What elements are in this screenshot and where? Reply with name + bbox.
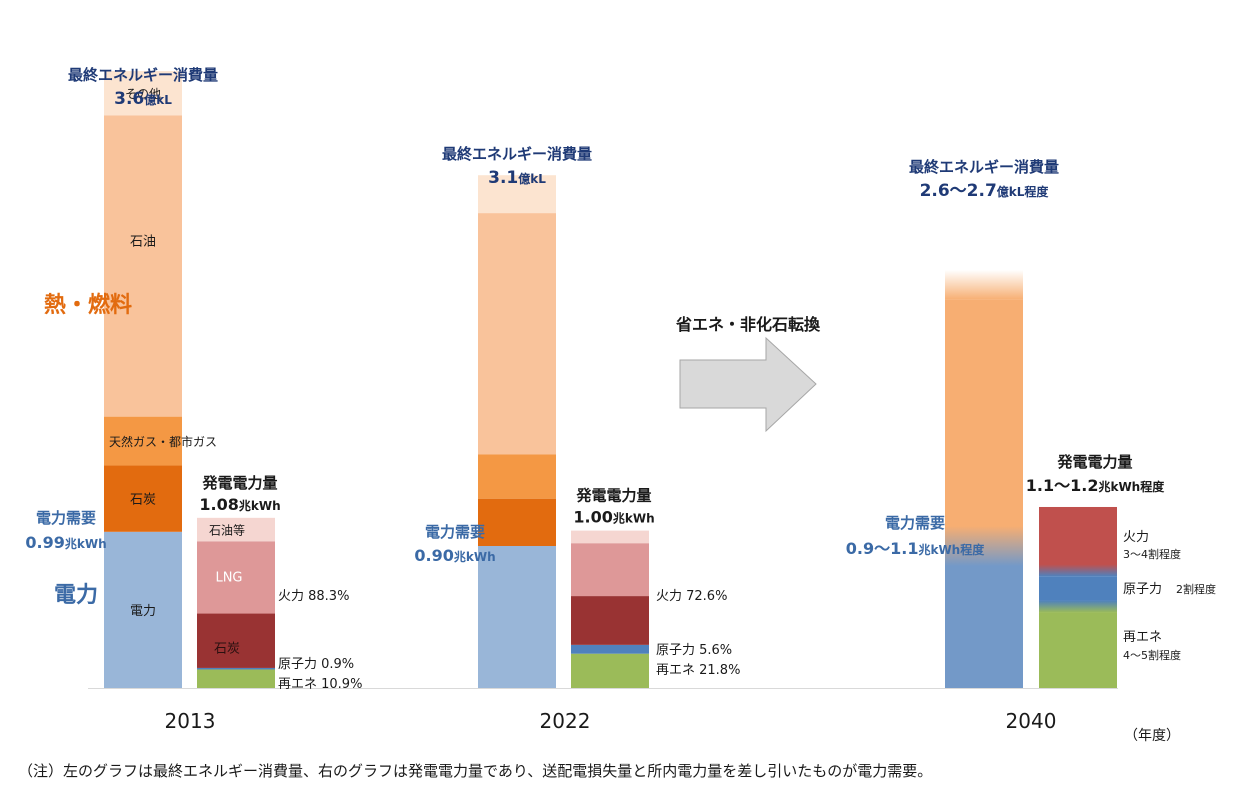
consumption-bar-2040-electricity — [945, 566, 1023, 688]
demand-label-2022: 電力需要 — [425, 523, 485, 541]
label-2040-nuclear-share: 2割程度 — [1176, 582, 1216, 596]
segment-label-electricity: 電力 — [130, 604, 156, 619]
generation-bar-2013-seg-0 — [197, 669, 275, 688]
generation-total-2040: 1.1～1.2兆kWh程度 — [1026, 476, 1165, 495]
generation-bar-2022-seg-4 — [571, 530, 649, 544]
consumption-bar-2040-fade — [945, 269, 1023, 300]
arrow-label: 省エネ・非化石転換 — [675, 315, 821, 334]
consumption-bar-2013-seg-0 — [104, 531, 182, 688]
gen-label-lng: LNG — [215, 570, 242, 585]
consumption-bar-2022-seg-4 — [478, 175, 556, 214]
generation-bar-2022-seg-3 — [571, 543, 649, 597]
label-2040-renewable-share: 4～5割程度 — [1123, 648, 1181, 662]
consumption-bar-2022-seg-0 — [478, 546, 556, 688]
consumption-total-2022: 3.1億kL — [488, 168, 546, 188]
consumption-title-2040: 最終エネルギー消費量 — [909, 158, 1059, 176]
generation-bar-2040-renewable — [1039, 612, 1117, 688]
year-label-2040: 2040 — [1006, 709, 1057, 733]
consumption-total-2013: 3.6億kL — [114, 89, 172, 109]
heat-fuel-label: 熱・燃料 — [44, 292, 132, 318]
generation-bar-2022-seg-0 — [571, 653, 649, 688]
footnote: （注）左のグラフは最終エネルギー消費量、右のグラフは発電電力量であり、送配電損失… — [18, 762, 933, 780]
generation-bar-2022-seg-1 — [571, 644, 649, 654]
generation-bar-2013-seg-1 — [197, 667, 275, 670]
label-2022-thermal: 火力 72.6% — [656, 589, 727, 604]
gen-label-oil: 石油等 — [209, 524, 245, 538]
label-2013-thermal: 火力 88.3% — [278, 589, 349, 604]
electricity-label: 電力 — [54, 583, 98, 608]
generation-bar-2013-seg-4 — [197, 517, 275, 542]
consumption-bar-2013-seg-4 — [104, 71, 182, 116]
year-label-2013: 2013 — [165, 709, 216, 733]
segment-label-other: その他 — [125, 87, 161, 101]
year-unit-label: （年度） — [1124, 728, 1180, 744]
consumption-bar-2013-seg-2 — [104, 416, 182, 466]
consumption-bar-2022-seg-2 — [478, 454, 556, 499]
demand-value-2013: 0.99兆kWh — [25, 533, 106, 552]
consumption-title-2022: 最終エネルギー消費量 — [442, 145, 592, 163]
generation-bar-2013-seg-3 — [197, 541, 275, 614]
label-2040-nuclear: 原子力 — [1123, 582, 1162, 597]
label-2022-renewable: 再エネ 21.8% — [656, 663, 740, 678]
consumption-bar-2022-seg-1 — [478, 498, 556, 546]
generation-bar-2022-seg-2 — [571, 596, 649, 645]
label-2022-nuclear: 原子力 5.6% — [656, 643, 732, 658]
demand-value-2022: 0.90兆kWh — [414, 546, 495, 565]
generation-bar-2040-thermal — [1039, 506, 1117, 571]
generation-bar-2013-seg-2 — [197, 613, 275, 668]
label-2013-renewable: 再エネ 10.9% — [278, 677, 362, 692]
label-2040-renewable: 再エネ — [1123, 630, 1162, 645]
segment-label-oil: 石油 — [130, 234, 156, 249]
generation-bar-2040-nuclear — [1039, 576, 1117, 601]
segment-label-coal: 石炭 — [130, 493, 156, 508]
generation-total-2022: 1.00兆kWh — [573, 508, 654, 527]
demand-value-2040: 0.9～1.1兆kWh程度 — [846, 539, 985, 558]
demand-label-2013: 電力需要 — [36, 509, 96, 527]
consumption-bar-2013-seg-1 — [104, 465, 182, 532]
consumption-title-2013: 最終エネルギー消費量 — [68, 66, 218, 84]
generation-total-2013: 1.08兆kWh — [199, 495, 280, 514]
generation-bar-2040-blend-b — [1039, 600, 1117, 613]
consumption-bar-2040-blend — [945, 526, 1023, 566]
consumption-bar-2022-seg-3 — [478, 213, 556, 455]
transition-arrow — [679, 336, 817, 433]
generation-title-2013: 発電電力量 — [201, 474, 277, 492]
generation-bar-2040-blend-a — [1039, 564, 1117, 577]
gen-label-coal: 石炭 — [214, 642, 240, 657]
consumption-bar-2040-heat — [945, 299, 1023, 526]
label-2040-thermal: 火力 — [1123, 530, 1149, 545]
generation-title-2022: 発電電力量 — [575, 487, 651, 505]
year-label-2022: 2022 — [540, 709, 591, 733]
label-2013-nuclear: 原子力 0.9% — [278, 657, 354, 672]
label-2040-thermal-share: 3～4割程度 — [1123, 547, 1181, 561]
consumption-total-2040: 2.6～2.7億kL程度 — [920, 181, 1050, 201]
consumption-bar-2013-seg-3 — [104, 115, 182, 417]
demand-label-2040: 電力需要 — [885, 514, 945, 532]
segment-label-gas: 天然ガス・都市ガス — [109, 434, 217, 449]
generation-title-2040: 発電電力量 — [1056, 453, 1132, 471]
